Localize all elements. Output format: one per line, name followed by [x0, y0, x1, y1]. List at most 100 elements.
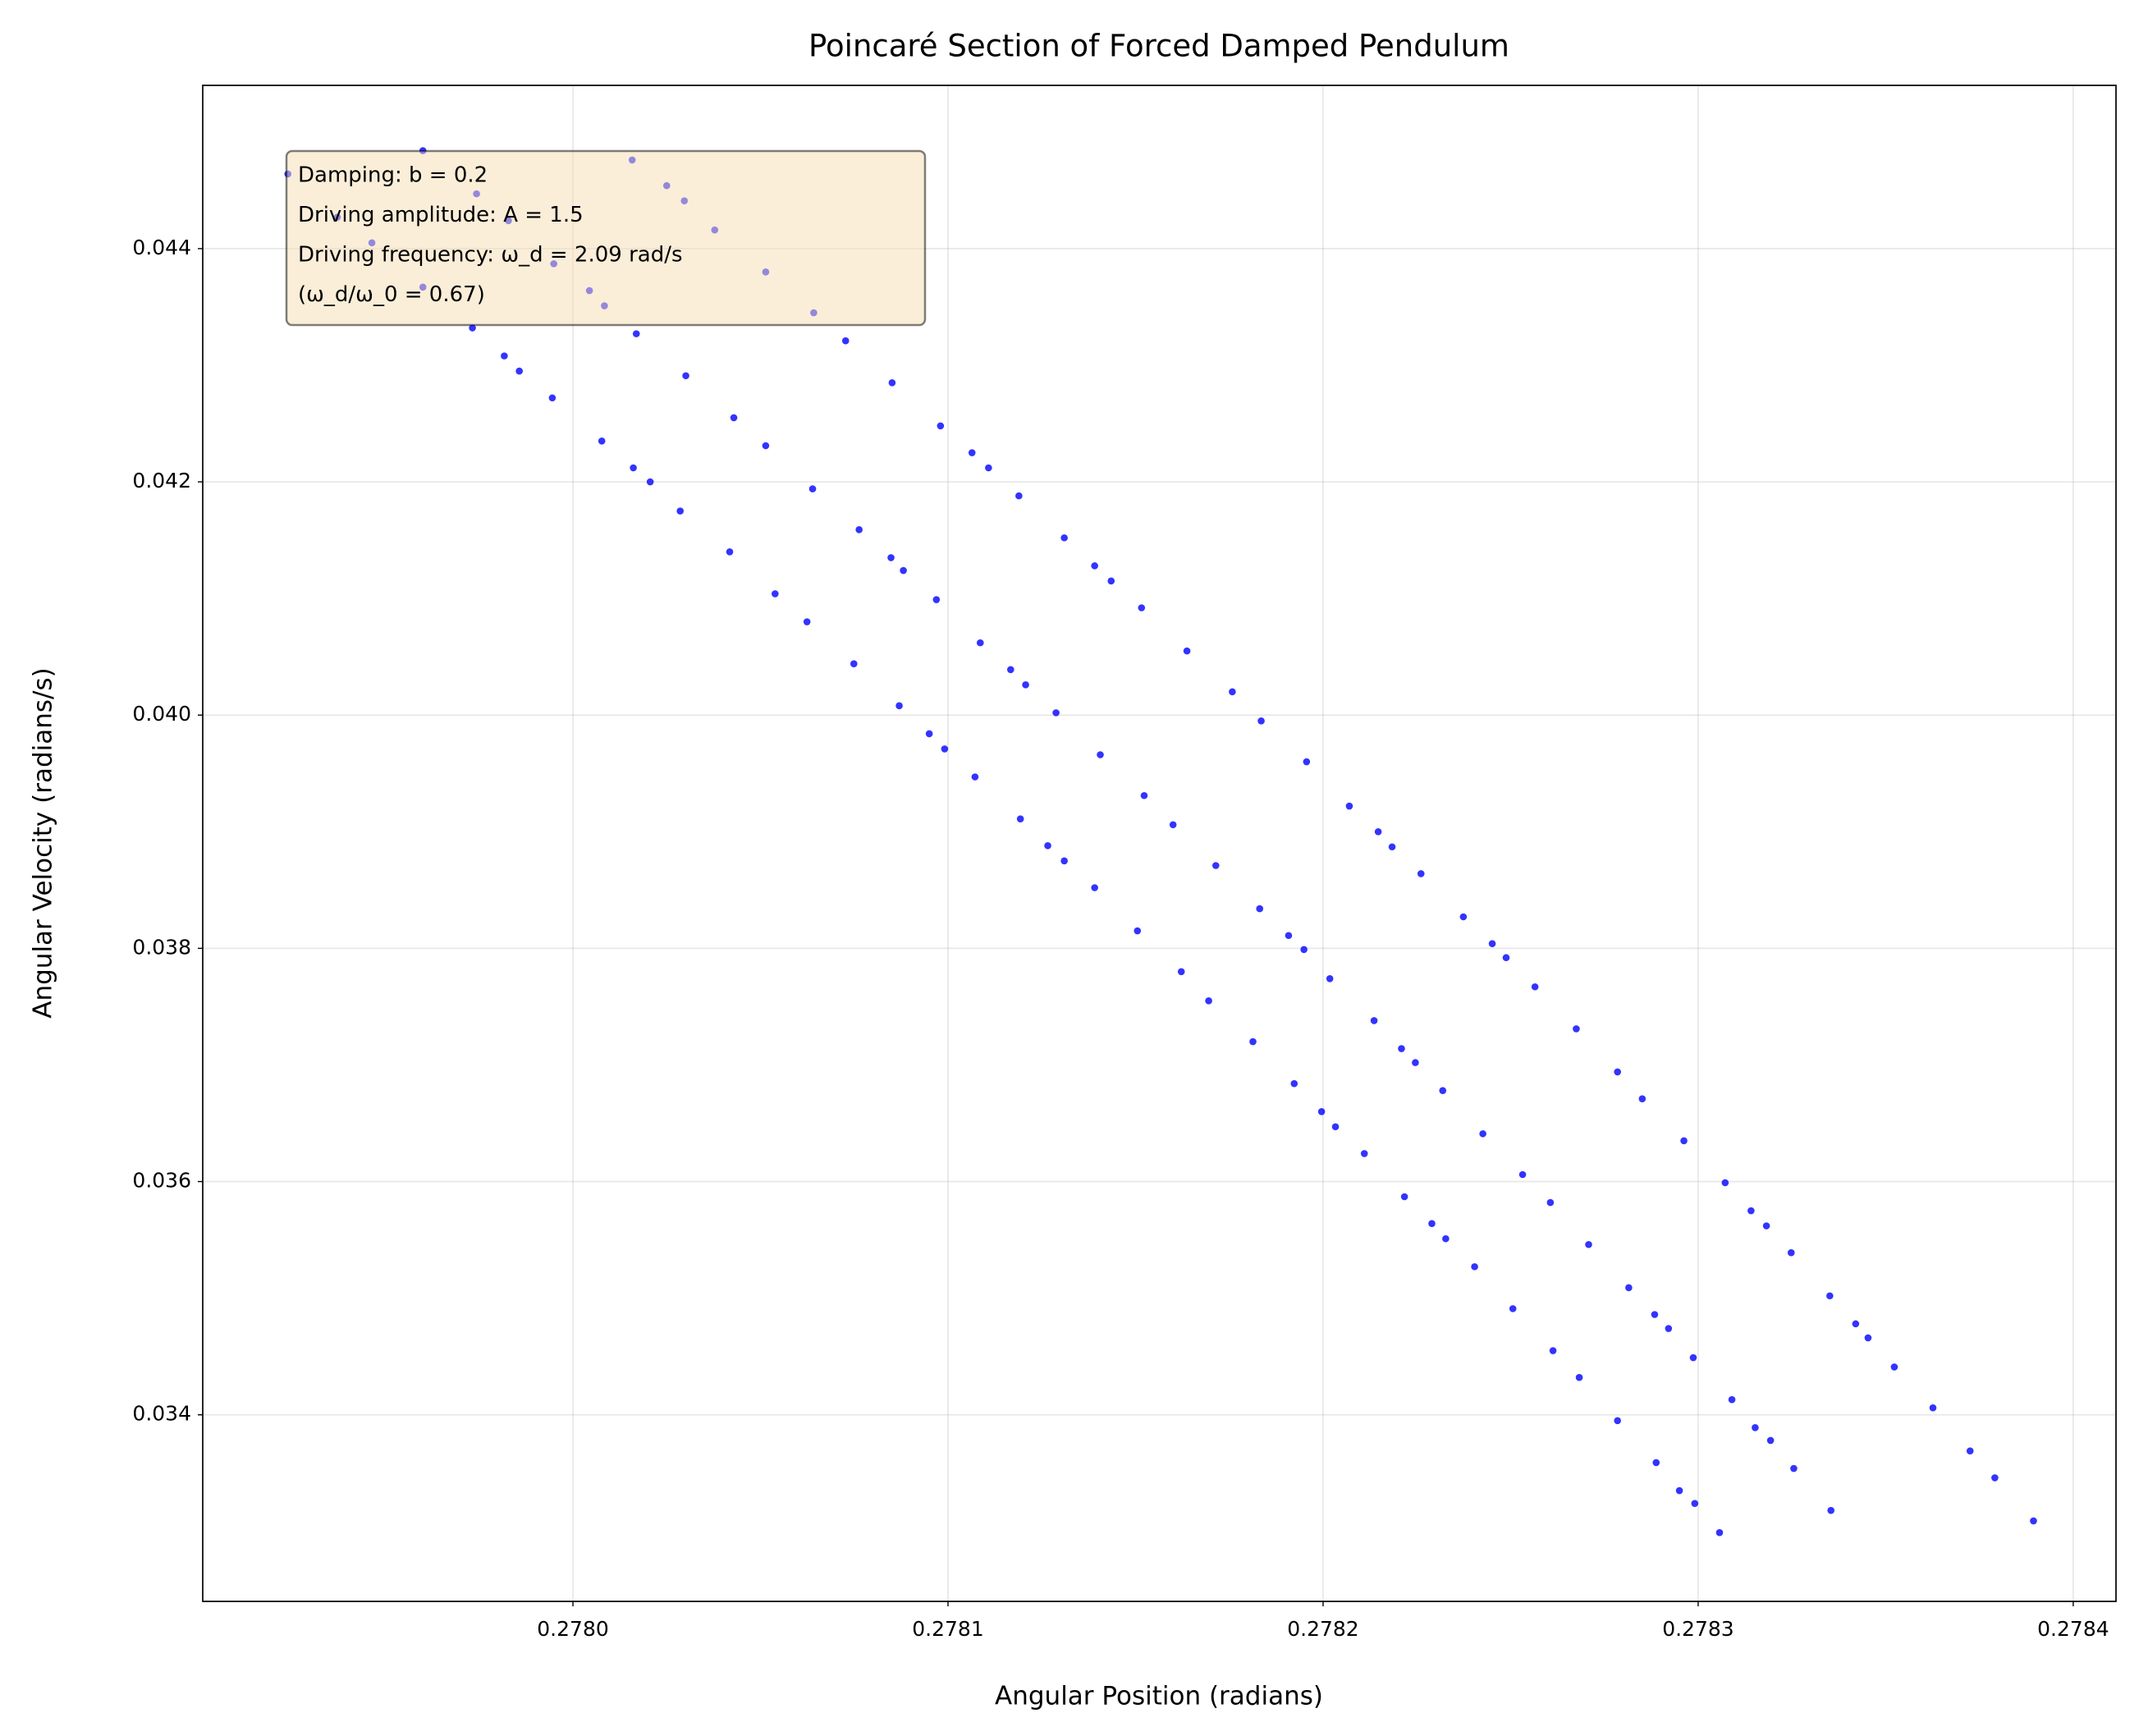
point	[1140, 791, 1148, 799]
point	[1471, 1262, 1478, 1271]
point	[1991, 1474, 1999, 1482]
point	[1585, 1240, 1592, 1248]
point	[1300, 946, 1308, 954]
point	[808, 485, 817, 492]
point	[772, 590, 779, 598]
point	[1007, 666, 1014, 674]
point	[1826, 1292, 1834, 1300]
point	[1169, 821, 1177, 829]
y-tick-label: 0.042	[132, 469, 191, 492]
point	[1715, 1528, 1724, 1537]
point	[1766, 1436, 1775, 1445]
point	[1229, 688, 1236, 696]
point	[1573, 1025, 1580, 1033]
point	[730, 414, 738, 422]
point	[2030, 1517, 2037, 1525]
point	[1747, 1207, 1755, 1215]
point	[501, 352, 508, 360]
point	[548, 394, 556, 402]
point	[1890, 1363, 1898, 1371]
point	[1044, 842, 1051, 850]
point	[900, 566, 907, 575]
y-tick-label: 0.036	[132, 1169, 191, 1193]
point	[1256, 905, 1264, 913]
point	[1790, 1464, 1798, 1473]
point	[598, 437, 606, 445]
point	[1183, 647, 1191, 655]
point	[1575, 1373, 1583, 1381]
point	[1016, 815, 1024, 822]
point	[1442, 1234, 1450, 1243]
y-tick-label: 0.038	[132, 935, 191, 959]
point	[1752, 1424, 1759, 1431]
chart-title: Poincaré Section of Forced Damped Pendul…	[808, 29, 1509, 64]
point	[1370, 1017, 1378, 1024]
point	[1502, 954, 1510, 962]
point	[1317, 1107, 1326, 1115]
point	[762, 442, 770, 450]
point	[682, 372, 689, 380]
point	[1680, 1137, 1688, 1145]
point	[968, 449, 976, 456]
point	[1864, 1334, 1872, 1342]
point	[1360, 1150, 1368, 1157]
point	[1651, 1311, 1659, 1318]
point	[1249, 1037, 1257, 1046]
point	[1428, 1220, 1436, 1227]
point	[630, 464, 637, 472]
point	[1762, 1222, 1770, 1230]
annotation-box	[285, 149, 927, 327]
point	[1257, 717, 1265, 725]
point	[1400, 1193, 1408, 1201]
point	[632, 330, 640, 337]
point	[646, 478, 654, 486]
point	[1285, 932, 1293, 940]
point	[888, 378, 896, 387]
point	[1107, 577, 1115, 585]
point	[1097, 751, 1104, 758]
point	[1439, 1087, 1447, 1095]
point	[932, 596, 941, 603]
y-axis-label: Angular Velocity (radians/s)	[29, 667, 58, 1018]
annotation-line: Driving amplitude: A = 1.5	[298, 203, 584, 227]
point	[726, 548, 734, 556]
point	[1398, 1045, 1405, 1052]
point	[1015, 492, 1023, 500]
point	[515, 367, 523, 375]
annotation-line: (ω_d/ω_0 = 0.67)	[298, 282, 485, 307]
point	[1625, 1284, 1633, 1292]
x-tick-label: 0.2780	[537, 1617, 608, 1641]
point	[1675, 1486, 1683, 1495]
point	[1177, 968, 1185, 976]
point	[1303, 758, 1311, 766]
point	[1531, 983, 1539, 991]
point	[1290, 1079, 1298, 1088]
point	[985, 464, 992, 472]
x-tick-label: 0.2783	[1662, 1617, 1734, 1641]
point	[1518, 1170, 1527, 1179]
point	[1787, 1248, 1795, 1257]
y-tick-label: 0.034	[132, 1402, 191, 1426]
point	[1691, 1500, 1699, 1507]
point	[1388, 843, 1396, 851]
point	[1721, 1179, 1729, 1187]
point	[1060, 857, 1068, 865]
point	[1134, 927, 1142, 935]
point	[1091, 562, 1098, 570]
point	[1488, 940, 1496, 947]
point	[1929, 1404, 1937, 1412]
point	[895, 702, 903, 710]
point	[1022, 680, 1029, 689]
point	[1665, 1325, 1673, 1332]
plot-frame	[202, 85, 2117, 1602]
point	[1827, 1506, 1835, 1514]
x-tick-label: 0.2784	[2037, 1617, 2109, 1641]
point	[1374, 827, 1382, 836]
point	[1326, 975, 1334, 983]
point	[1966, 1447, 1974, 1455]
y-tick-label: 0.040	[132, 702, 191, 726]
point	[1546, 1198, 1555, 1207]
point	[1345, 802, 1353, 810]
